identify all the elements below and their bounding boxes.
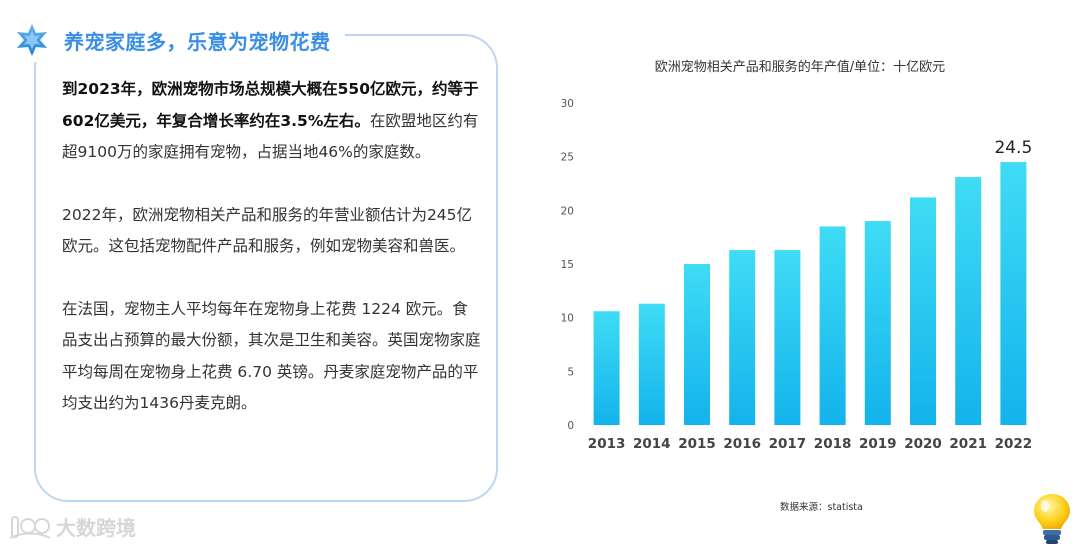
y-axis: 0 5 10 15 20 25 30 xyxy=(561,98,574,432)
chart-title: 欧洲宠物相关产品和服务的年产值/单位：十亿欧元 xyxy=(654,60,946,75)
bar-2017 xyxy=(774,250,801,425)
paragraph-1-highlight: 到2023年，欧洲宠物市场总规模大概在550亿欧元，约等于602亿美元，年复合增… xyxy=(62,80,479,130)
bar-2022 xyxy=(1000,162,1027,425)
x-tick-label: 2019 xyxy=(859,436,897,452)
paragraph-1: 到2023年，欧洲宠物市场总规模大概在550亿欧元，约等于602亿美元，年复合增… xyxy=(62,74,482,169)
bar-2014 xyxy=(638,303,665,425)
page-title: 养宠家庭多，乐意为宠物花费 xyxy=(64,29,331,54)
x-tick-label: 2022 xyxy=(995,436,1033,452)
bars xyxy=(593,162,1027,425)
body-text: 到2023年，欧洲宠物市场总规模大概在550亿欧元，约等于602亿美元，年复合增… xyxy=(62,74,482,451)
y-tick-label: 10 xyxy=(561,313,574,325)
x-tick-label: 2013 xyxy=(588,436,626,452)
y-tick-label: 30 xyxy=(561,98,574,110)
x-tick-label: 2021 xyxy=(949,436,987,452)
paragraph-2: 2022年，欧洲宠物相关产品和服务的年营业额估计为245亿欧元。这包括宠物配件产… xyxy=(62,205,473,256)
lightbulb-icon xyxy=(1034,494,1070,544)
data-labels: 24.5 xyxy=(994,138,1032,158)
y-tick-label: 20 xyxy=(561,205,574,217)
watermark: 大数跨境 xyxy=(8,512,136,541)
x-tick-label: 2020 xyxy=(904,436,942,452)
x-tick-label: 2014 xyxy=(633,436,671,452)
x-tick-label: 2016 xyxy=(723,436,761,452)
content-card xyxy=(34,34,498,502)
bar-2019 xyxy=(864,221,891,425)
watermark-text: 大数跨境 xyxy=(56,516,136,540)
y-tick-label: 0 xyxy=(567,420,574,432)
brand-logo-icon xyxy=(9,515,51,539)
bar-2021 xyxy=(955,177,982,425)
bar-2020 xyxy=(910,197,936,425)
y-tick-label: 15 xyxy=(561,259,574,271)
paragraph-3: 在法国，宠物主人平均每年在宠物身上花费 1224 欧元。食品支出占预算的最大份额… xyxy=(62,299,481,413)
x-axis: 2013 2014 2015 2016 2017 2018 2019 2020 2021 2022 xyxy=(588,436,1032,452)
bar-2016 xyxy=(729,250,756,425)
paragraph-1-rest: 在欧盟地区约有超9100万的家庭拥有宠物，占据当地46%的家庭数。 xyxy=(62,111,479,162)
header: 养宠家庭多，乐意为宠物花费 xyxy=(14,18,345,62)
star-icon xyxy=(17,24,47,56)
bar-2015 xyxy=(684,264,710,425)
source-note: 数据来源：statista xyxy=(780,502,863,513)
bar-2018 xyxy=(819,226,846,425)
x-tick-label: 2017 xyxy=(769,436,807,452)
bar-2013 xyxy=(593,311,620,425)
data-label-2022: 24.5 xyxy=(994,138,1032,158)
y-tick-label: 25 xyxy=(561,152,574,164)
x-tick-label: 2015 xyxy=(678,436,716,452)
x-tick-label: 2018 xyxy=(814,436,852,452)
y-tick-label: 5 xyxy=(567,366,574,378)
